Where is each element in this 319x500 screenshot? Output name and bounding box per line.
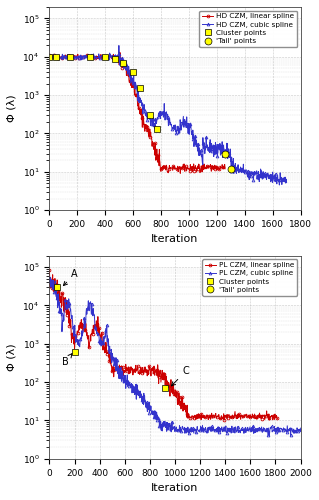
PL CZM, linear spline xyxy=(196,412,200,418)
Cluster points xyxy=(48,54,51,60)
Y-axis label: Φ (λ): Φ (λ) xyxy=(7,344,17,371)
HD CZM, linear spline xyxy=(162,166,166,172)
PL CZM, linear spline xyxy=(94,318,98,324)
Cluster points xyxy=(155,126,159,132)
PL CZM, cubic spline xyxy=(48,274,52,280)
Cluster points xyxy=(138,86,142,91)
HD CZM, linear spline xyxy=(48,52,51,58)
Line: HD CZM, cubic spline: HD CZM, cubic spline xyxy=(48,44,288,187)
Line: 'Tail' points: 'Tail' points xyxy=(222,150,234,172)
HD CZM, cubic spline xyxy=(285,180,288,186)
Cluster points xyxy=(163,385,167,391)
HD CZM, cubic spline xyxy=(243,170,247,175)
Line: Cluster points: Cluster points xyxy=(46,54,160,132)
Cluster points xyxy=(113,56,117,62)
PL CZM, cubic spline xyxy=(115,365,118,371)
PL CZM, linear spline xyxy=(276,416,279,422)
PL CZM, cubic spline xyxy=(282,426,286,432)
Cluster points xyxy=(148,112,152,118)
PL CZM, linear spline xyxy=(150,368,153,374)
PL CZM, cubic spline xyxy=(280,426,284,432)
PL CZM, cubic spline xyxy=(110,356,114,362)
X-axis label: Iteration: Iteration xyxy=(151,234,199,244)
HD CZM, cubic spline xyxy=(117,42,121,48)
Cluster points xyxy=(103,54,107,60)
HD CZM, linear spline xyxy=(151,138,154,144)
Line: HD CZM, linear spline: HD CZM, linear spline xyxy=(48,50,226,174)
'Tail' points xyxy=(223,150,227,156)
Line: PL CZM, cubic spline: PL CZM, cubic spline xyxy=(48,276,303,437)
Line: PL CZM, linear spline: PL CZM, linear spline xyxy=(48,269,279,422)
HD CZM, cubic spline xyxy=(137,94,141,100)
Text: C: C xyxy=(171,366,189,386)
HD CZM, linear spline xyxy=(198,170,202,175)
HD CZM, linear spline xyxy=(223,166,227,172)
HD CZM, linear spline xyxy=(48,54,52,60)
HD CZM, linear spline xyxy=(117,49,121,55)
Cluster points xyxy=(55,54,58,60)
PL CZM, linear spline xyxy=(123,369,127,375)
Y-axis label: Φ (λ): Φ (λ) xyxy=(7,94,17,122)
HD CZM, cubic spline xyxy=(278,182,281,188)
HD CZM, cubic spline xyxy=(152,124,156,130)
X-axis label: Iteration: Iteration xyxy=(151,483,199,493)
'Tail' points xyxy=(229,166,233,172)
Legend: HD CZM, linear spline, HD CZM, cubic spline, Cluster points, 'Tail' points: HD CZM, linear spline, HD CZM, cubic spl… xyxy=(199,10,297,47)
PL CZM, cubic spline xyxy=(145,399,149,405)
PL CZM, linear spline xyxy=(48,268,51,274)
Legend: PL CZM, linear spline, PL CZM, cubic spline, Cluster points, 'Tail' points: PL CZM, linear spline, PL CZM, cubic spl… xyxy=(202,259,297,296)
Cluster points xyxy=(88,54,92,60)
Text: A: A xyxy=(63,269,78,285)
PL CZM, cubic spline xyxy=(267,432,271,438)
HD CZM, cubic spline xyxy=(79,52,83,58)
PL CZM, linear spline xyxy=(61,291,64,297)
Cluster points xyxy=(122,60,125,66)
PL CZM, linear spline xyxy=(268,417,271,423)
HD CZM, cubic spline xyxy=(118,56,122,62)
Cluster points xyxy=(131,69,135,75)
HD CZM, linear spline xyxy=(169,165,173,171)
Cluster points xyxy=(73,350,77,356)
Text: B: B xyxy=(62,354,72,367)
Cluster points xyxy=(68,54,72,60)
PL CZM, linear spline xyxy=(263,412,266,418)
Line: Cluster points: Cluster points xyxy=(54,284,168,391)
HD CZM, linear spline xyxy=(178,170,182,176)
PL CZM, cubic spline xyxy=(48,276,51,281)
PL CZM, cubic spline xyxy=(276,427,280,433)
HD CZM, cubic spline xyxy=(67,53,70,59)
Cluster points xyxy=(55,284,59,290)
HD CZM, cubic spline xyxy=(48,54,51,60)
PL CZM, cubic spline xyxy=(300,430,303,436)
HD CZM, linear spline xyxy=(62,54,65,60)
